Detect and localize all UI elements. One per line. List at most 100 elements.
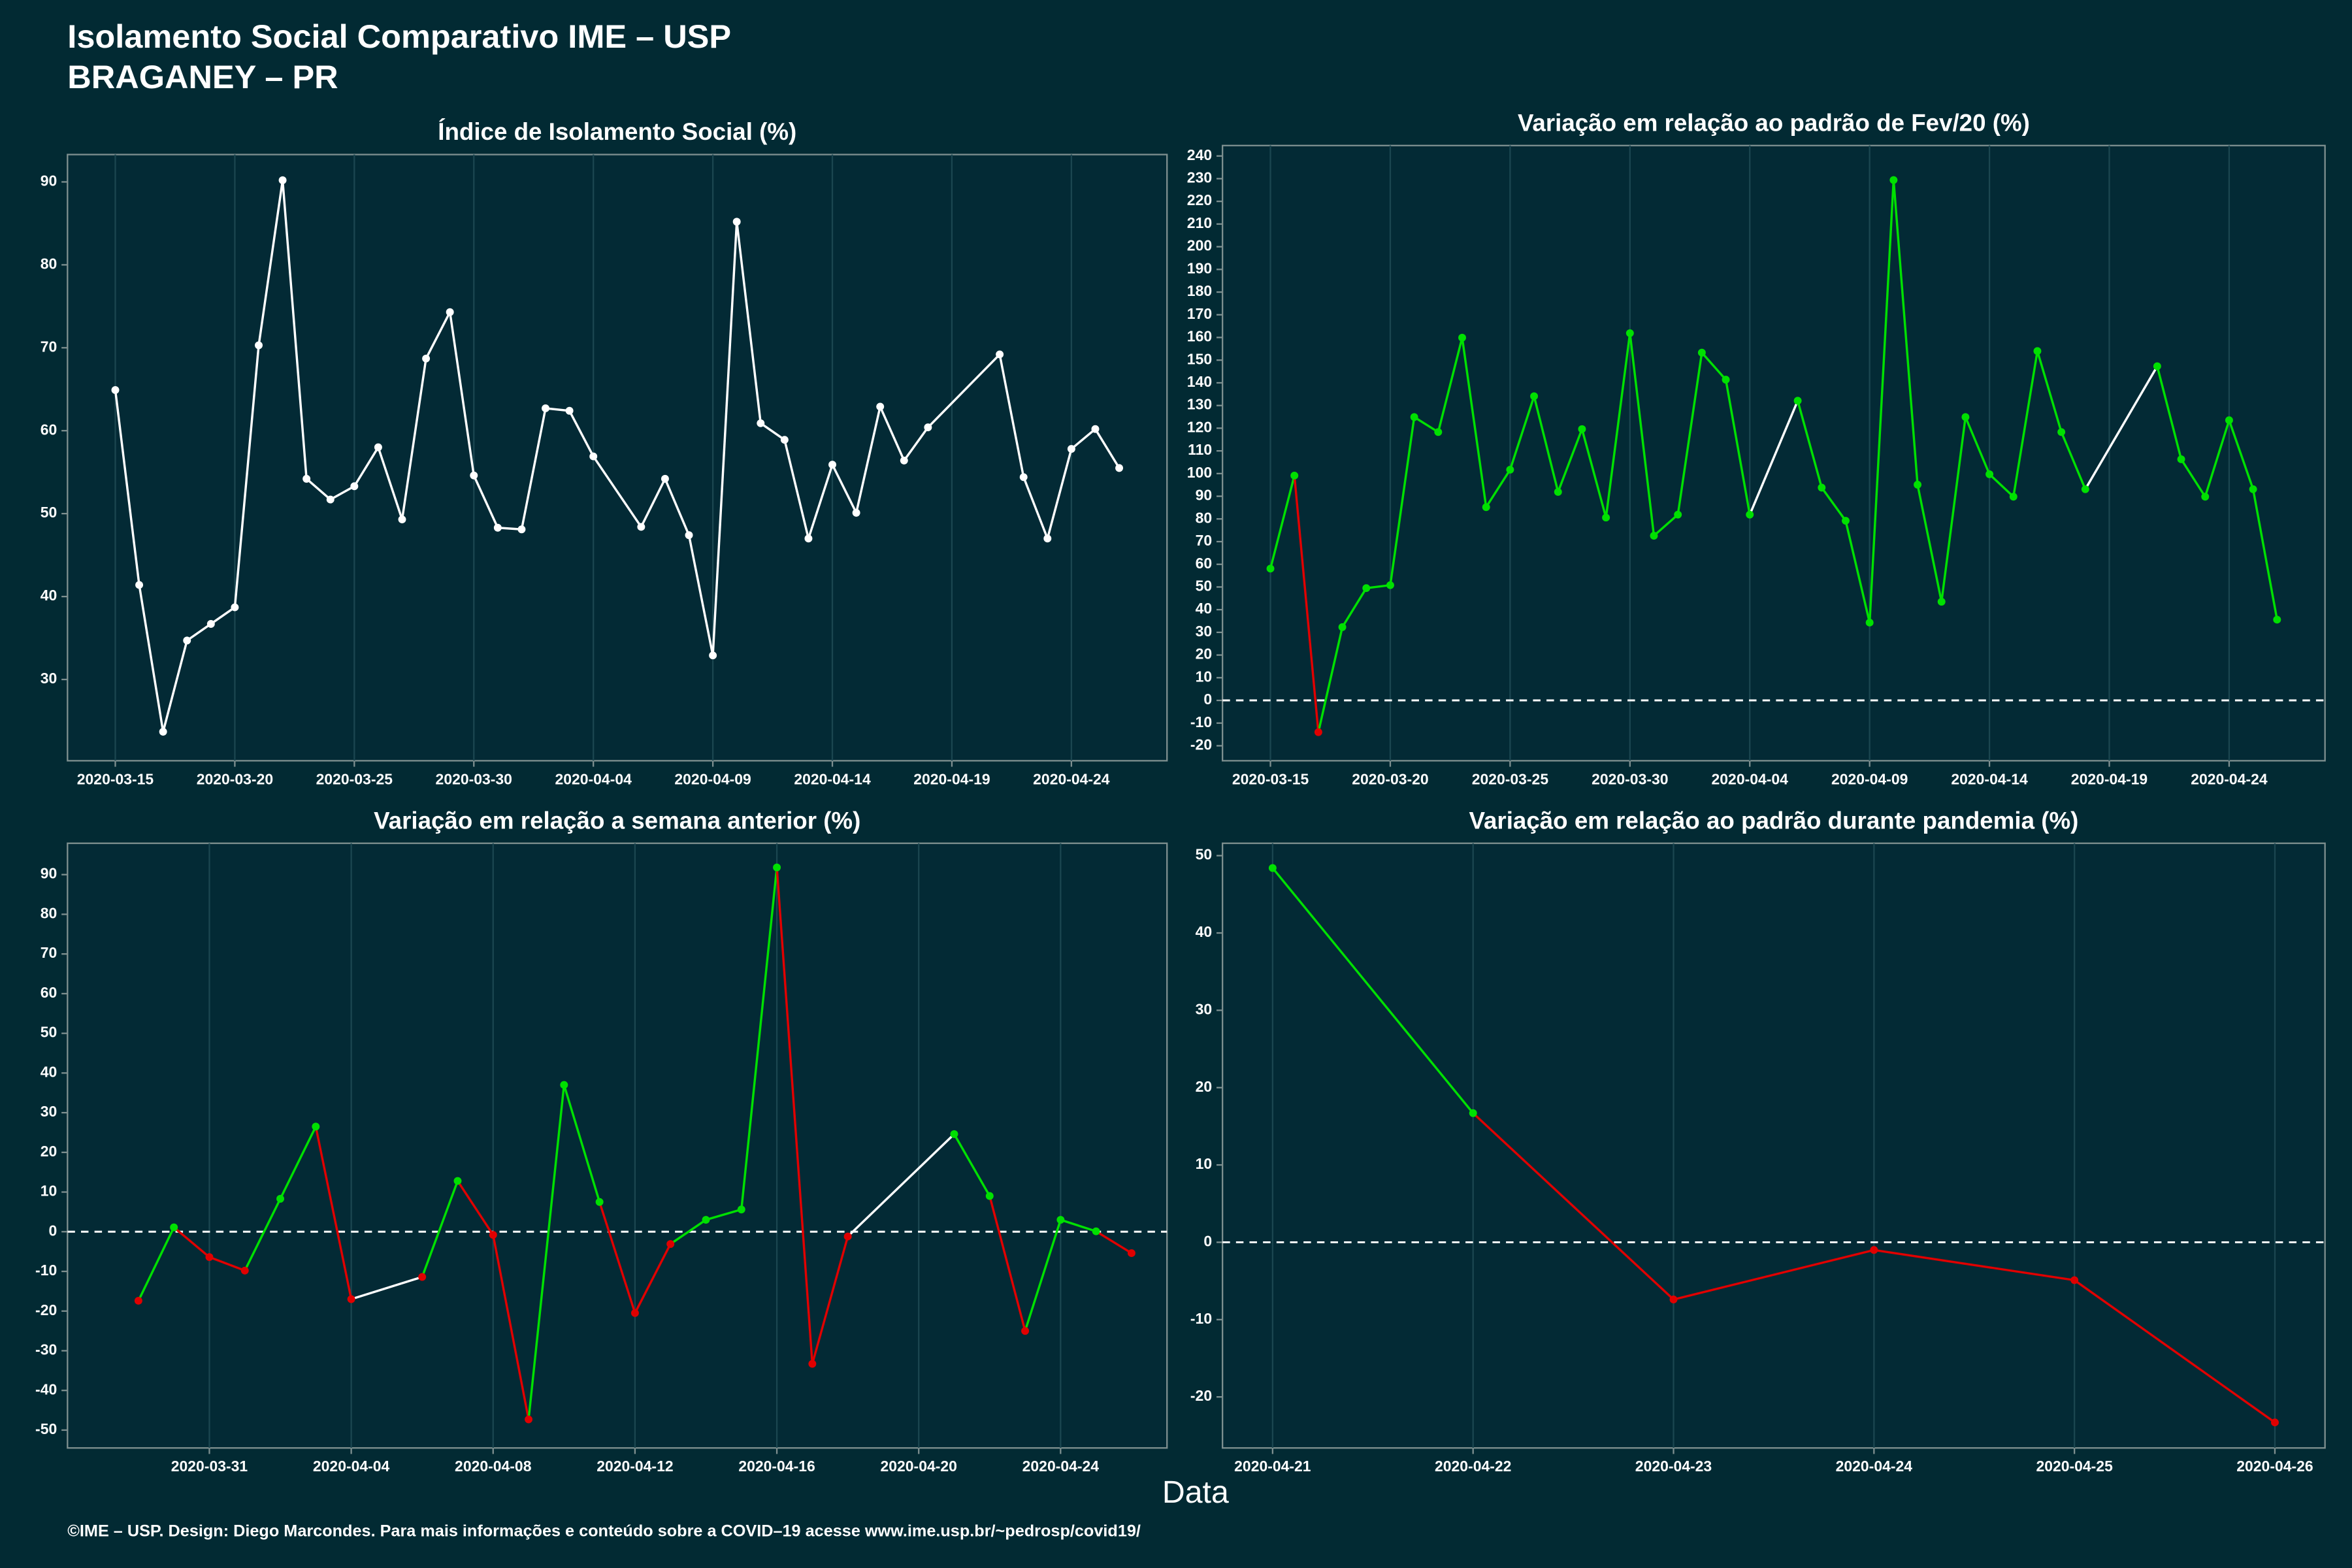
data-point bbox=[1914, 480, 1922, 489]
line-segment bbox=[208, 1256, 246, 1272]
y-tick-label: -10 bbox=[35, 1262, 57, 1279]
data-point bbox=[2249, 485, 2257, 493]
line-segment bbox=[670, 1218, 707, 1245]
line-segment bbox=[1341, 587, 1367, 628]
y-tick-label: 220 bbox=[1187, 191, 1212, 208]
line-segment bbox=[400, 358, 427, 520]
plot-area bbox=[1222, 144, 2326, 762]
data-point bbox=[347, 1295, 355, 1303]
line-segment bbox=[377, 447, 404, 520]
line-segment bbox=[988, 1196, 1026, 1331]
y-tick-label: -20 bbox=[1190, 1387, 1212, 1404]
line-segment bbox=[329, 485, 355, 501]
data-point bbox=[2153, 362, 2161, 370]
data-point bbox=[1697, 348, 1706, 357]
line-segment bbox=[1366, 583, 1391, 589]
line-segment bbox=[879, 406, 906, 461]
y-tick-label: 230 bbox=[1187, 169, 1212, 186]
line-segment bbox=[1557, 429, 1584, 493]
data-point bbox=[1056, 1216, 1065, 1224]
data-point bbox=[565, 406, 574, 415]
y-tick-label: 50 bbox=[41, 504, 57, 521]
line-segment bbox=[1844, 520, 1871, 623]
data-point bbox=[205, 1253, 214, 1262]
y-tick-label: 30 bbox=[41, 670, 57, 687]
y-tick-label: 70 bbox=[1196, 532, 1213, 549]
x-tick-label: 2020-03-15 bbox=[1232, 770, 1309, 787]
y-tick-label: -30 bbox=[35, 1341, 57, 1358]
y-tick-label: 10 bbox=[1196, 1155, 1213, 1172]
y-tick-label: 10 bbox=[41, 1183, 57, 1200]
x-tick-label: 2020-03-20 bbox=[197, 770, 273, 787]
x-tick-label: 2020-04-04 bbox=[555, 770, 632, 787]
line-segment bbox=[233, 345, 260, 608]
data-point bbox=[2177, 455, 2185, 463]
data-point bbox=[1722, 376, 1730, 384]
line-segment bbox=[2228, 419, 2255, 490]
x-tick-label: 2020-04-12 bbox=[596, 1458, 673, 1475]
x-tick-label: 2020-03-15 bbox=[77, 770, 154, 787]
data-point bbox=[135, 581, 144, 589]
line-segment bbox=[807, 464, 834, 539]
line-segment bbox=[492, 1234, 530, 1420]
caption: ©IME – USP. Design: Diego Marcondes. Par… bbox=[67, 1522, 1141, 1541]
line-segment bbox=[545, 407, 570, 412]
line-segment bbox=[1022, 476, 1049, 539]
line-segment bbox=[306, 478, 331, 500]
data-point bbox=[326, 495, 335, 504]
data-point bbox=[302, 474, 311, 483]
line-segment bbox=[1629, 333, 1656, 536]
line-segment bbox=[520, 408, 547, 530]
data-point bbox=[542, 404, 549, 412]
line-segment bbox=[425, 311, 451, 359]
x-tick-label: 2020-03-30 bbox=[436, 770, 512, 787]
data-point bbox=[1746, 510, 1754, 519]
line-segment bbox=[1580, 429, 1607, 518]
line-segment bbox=[2060, 431, 2087, 490]
data-point bbox=[525, 1415, 533, 1424]
y-tick-label: 120 bbox=[1187, 418, 1212, 435]
data-point bbox=[2009, 493, 2017, 501]
data-point bbox=[2057, 428, 2066, 436]
y-tick-label: 40 bbox=[1196, 600, 1213, 617]
data-point bbox=[517, 525, 526, 534]
x-tick-label: 2020-04-16 bbox=[738, 1458, 815, 1475]
line-segment bbox=[244, 1198, 282, 1271]
data-point bbox=[312, 1122, 320, 1131]
line-segment bbox=[1673, 1249, 1874, 1301]
data-point bbox=[1115, 464, 1124, 472]
data-point bbox=[1268, 864, 1277, 872]
data-point bbox=[1865, 618, 1874, 627]
data-point bbox=[1314, 728, 1322, 736]
line-segment bbox=[783, 439, 810, 539]
y-tick-label: 20 bbox=[41, 1143, 57, 1160]
x-tick-label: 2020-04-04 bbox=[313, 1458, 390, 1475]
line-segment bbox=[634, 1243, 672, 1314]
line-segment bbox=[1724, 379, 1751, 515]
data-point bbox=[2033, 347, 2042, 355]
data-point bbox=[2273, 615, 2281, 624]
line-segment bbox=[927, 353, 1001, 429]
data-point bbox=[350, 482, 359, 491]
y-tick-label: 90 bbox=[1196, 487, 1213, 504]
line-segment bbox=[706, 1208, 742, 1221]
data-point bbox=[2270, 1418, 2279, 1427]
data-point bbox=[489, 1231, 497, 1239]
line-segment bbox=[353, 446, 380, 487]
data-point bbox=[737, 1205, 745, 1214]
line-segment bbox=[664, 478, 691, 536]
data-point bbox=[985, 1192, 994, 1200]
data-point bbox=[637, 523, 645, 531]
line-segment bbox=[903, 427, 929, 461]
y-tick-label: 200 bbox=[1187, 237, 1212, 254]
data-point bbox=[685, 531, 693, 540]
x-tick-label: 2020-03-25 bbox=[1472, 770, 1549, 787]
data-point bbox=[808, 1360, 817, 1368]
data-point bbox=[111, 386, 120, 395]
data-point bbox=[422, 354, 431, 363]
line-segment bbox=[1509, 395, 1535, 470]
line-segment bbox=[1317, 627, 1344, 733]
panel-title: Variação em relação a semana anterior (%… bbox=[374, 807, 860, 834]
data-point bbox=[170, 1223, 178, 1232]
line-segment bbox=[811, 1236, 849, 1364]
